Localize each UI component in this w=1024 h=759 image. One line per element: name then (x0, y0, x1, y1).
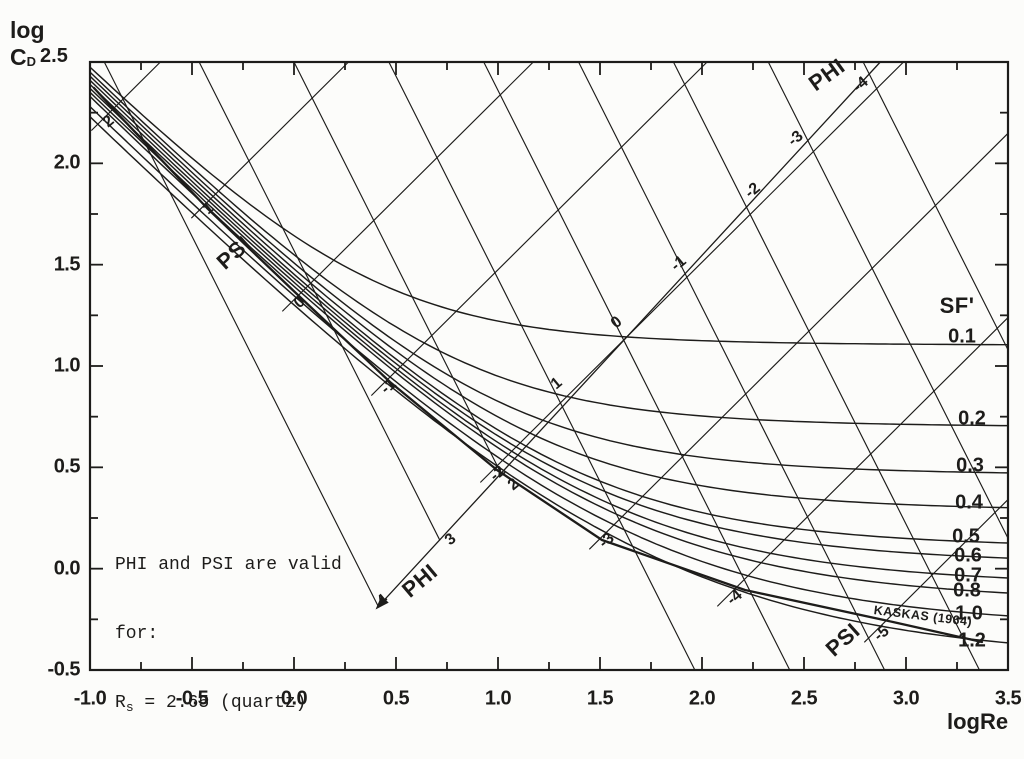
sf-curve-0.4 (89, 79, 1009, 509)
sf-scale-name: SF' (939, 293, 975, 318)
phi-line-1 (388, 61, 696, 671)
x-tick-label-3.5: 3.5 (994, 687, 1022, 710)
psi-line--2 (480, 61, 905, 483)
phi-line--2 (672, 61, 981, 671)
y-tick-label-2.0: 2.0 (53, 151, 81, 174)
psi-line--5 (864, 498, 1009, 643)
x-axis-title: logRe (947, 709, 1009, 734)
x-tick-label-2.5: 2.5 (790, 687, 818, 710)
y-tick-label-0.0: 0.0 (53, 557, 81, 580)
validity-note: PHI and PSI are valid for: Rs = 2.65 (qu… (115, 508, 342, 759)
sf-curve-label-0.7: 0.7 (954, 564, 982, 587)
y-axis-title: log C D 2.5 (10, 18, 68, 69)
sf-curve-0.6 (89, 87, 1009, 559)
note-line-3: Rs = 2.65 (quartz) (115, 693, 307, 715)
y-axis-title-log: log (10, 17, 45, 43)
psi-line-1 (191, 61, 350, 219)
psi-line--3 (589, 132, 1009, 550)
sf-curve-label-0.6: 0.6 (954, 544, 982, 567)
phi-line-0 (483, 61, 791, 671)
x-tick-label-2.0: 2.0 (688, 687, 716, 710)
y-axis-first-tick-label: 2.5 (40, 45, 68, 68)
sf-curve-label-1.0: 1.0 (955, 602, 983, 625)
psi-line--4 (717, 316, 1009, 607)
phi-line--1 (578, 61, 886, 671)
phi-axis-arrowhead (375, 595, 389, 610)
x-tick-label-1.0: 1.0 (484, 687, 512, 710)
sf-curve-label-0.4: 0.4 (955, 491, 983, 514)
y-tick-label-1.5: 1.5 (53, 253, 81, 276)
sf-curve-label-0.5: 0.5 (952, 525, 980, 548)
sf-curve-0.2 (89, 71, 1009, 427)
y-axis-title-symbol: C (10, 44, 27, 71)
x-tick-label--0.5: -0.5 (175, 687, 209, 710)
y-tick-label-1.0: 1.0 (53, 354, 81, 377)
note-line-2: for: (115, 624, 159, 644)
sf-curve-0.3 (89, 75, 1009, 474)
x-tick-label-3.0: 3.0 (892, 687, 920, 710)
sf-curve-1.0 (89, 105, 1009, 617)
x-tick-label--1.0: -1.0 (73, 687, 107, 710)
y-tick-label--0.5: -0.5 (47, 658, 81, 681)
note-line-1: PHI and PSI are valid (115, 555, 342, 575)
sf-curve-label-0.1: 0.1 (948, 325, 976, 348)
sf-curve-1.2 (89, 115, 1009, 644)
sf-curve-0.1 (89, 66, 1009, 346)
sf-curve-0.7 (89, 91, 1009, 579)
y-axis-title-subscript: D (26, 54, 37, 70)
x-tick-label-0.0: 0.0 (280, 687, 308, 710)
psi-line--1 (371, 61, 708, 396)
sf-curve-label-0.8: 0.8 (953, 579, 981, 602)
psi-line-0 (282, 61, 534, 312)
sf-curve-0.5 (89, 83, 1009, 544)
y-tick-label-0.5: 0.5 (53, 455, 81, 478)
sf-curve-label-0.3: 0.3 (956, 454, 984, 477)
x-tick-label-0.5: 0.5 (382, 687, 410, 710)
sf-curve-0.8 (89, 95, 1009, 594)
x-tick-label-1.5: 1.5 (586, 687, 614, 710)
phi-line-2 (293, 61, 502, 474)
sf-curve-label-0.2: 0.2 (958, 407, 986, 430)
phi-line--3 (767, 61, 1009, 539)
sf-curve-label-1.2: 1.2 (958, 629, 986, 652)
